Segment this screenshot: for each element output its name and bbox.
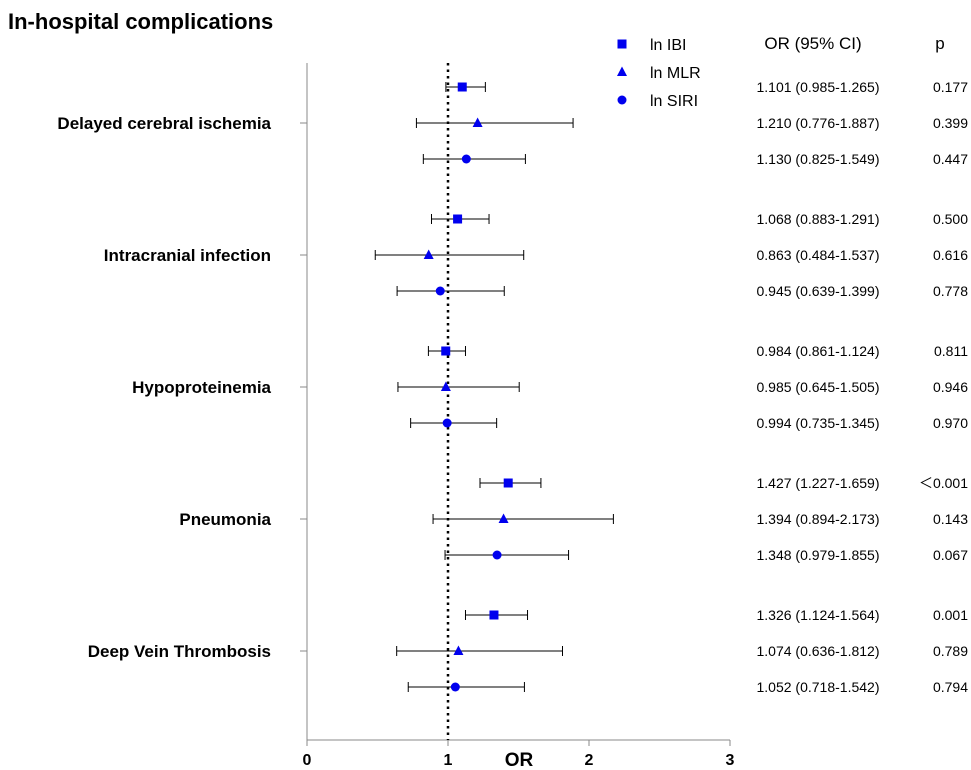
p-value: 0.447 [933,151,968,167]
legend-label: ln IBI [650,37,686,54]
or-ci-value: 1.068 (0.883-1.291) [757,211,880,227]
or-ci-value: 0.945 (0.639-1.399) [757,283,880,299]
p-header: p [935,34,944,53]
p-value: ＜0.001 [919,475,968,491]
or-point [492,550,502,560]
p-value: 0.970 [933,415,968,431]
p-value: 0.789 [933,643,968,659]
or-ci-value: 1.394 (0.894-2.173) [757,511,880,527]
or-ci-value: 1.074 (0.636-1.812) [757,643,880,659]
or-point [453,214,463,224]
group-label: Deep Vein Thrombosis [88,642,271,661]
or-point [453,645,464,655]
p-value: 0.067 [933,547,968,563]
p-value: 0.778 [933,283,968,299]
legend-marker [617,39,627,49]
legend: ln IBI ln MLR ln SIRI [617,37,701,110]
or-point [498,513,509,523]
x-tick-label: 1 [444,752,453,769]
or-point [461,154,471,164]
or-ci-value: 0.984 (0.861-1.124) [757,343,880,359]
or-ci-value: 1.210 (0.776-1.887) [757,115,880,131]
p-value: 0.399 [933,115,968,131]
or-point [441,346,451,356]
or-point [442,418,452,428]
or-ci-value: 1.130 (0.825-1.549) [757,151,880,167]
or-point [472,117,483,127]
p-value: 0.811 [934,343,968,359]
group-label: Intracranial infection [104,246,271,265]
or-ci-header: OR (95% CI) [764,34,861,53]
p-value: 0.500 [933,211,968,227]
or-point [435,286,445,296]
group-label: Delayed cerebral ischemia [57,114,271,133]
p-value: 0.177 [933,79,968,95]
x-tick-label: 0 [303,752,312,769]
chart-title: In-hospital complications [8,9,273,34]
or-point [503,478,513,488]
or-point [440,381,451,391]
legend-marker [617,95,627,105]
x-axis-label: OR [505,750,534,770]
or-point [423,249,434,259]
or-ci-value: 0.863 (0.484-1.537) [757,247,880,263]
group-label: Pneumonia [179,510,271,529]
chart-marks [374,82,614,692]
or-point [457,82,467,92]
p-value: 0.794 [933,679,968,695]
p-value: 0.001 [933,607,968,623]
p-value: 0.946 [933,379,968,395]
legend-marker [617,66,627,76]
axes: 0 1 2 3 Delayed cerebral ischemia Intracrania… [57,63,735,769]
or-ci-value: 1.052 (0.718-1.542) [757,679,880,695]
p-value: 0.143 [933,511,968,527]
or-ci-value: 1.101 (0.985-1.265) [757,79,880,95]
estimates-table: 1.101 (0.985-1.265) 0.177 1.210 (0.776-1.8… [757,79,969,695]
or-ci-value: 1.427 (1.227-1.659) [757,475,880,491]
legend-label: ln MLR [650,65,701,82]
or-ci-value: 0.985 (0.645-1.505) [757,379,880,395]
or-point [450,682,460,692]
legend-label: ln SIRI [650,93,698,110]
or-point [489,610,499,620]
group-label: Hypoproteinemia [132,378,271,397]
x-tick-label: 2 [585,752,594,769]
or-ci-value: 1.326 (1.124-1.564) [757,607,880,623]
or-ci-value: 1.348 (0.979-1.855) [757,547,880,563]
or-ci-value: 0.994 (0.735-1.345) [757,415,880,431]
x-tick-label: 3 [726,752,735,769]
p-value: 0.616 [933,247,968,263]
